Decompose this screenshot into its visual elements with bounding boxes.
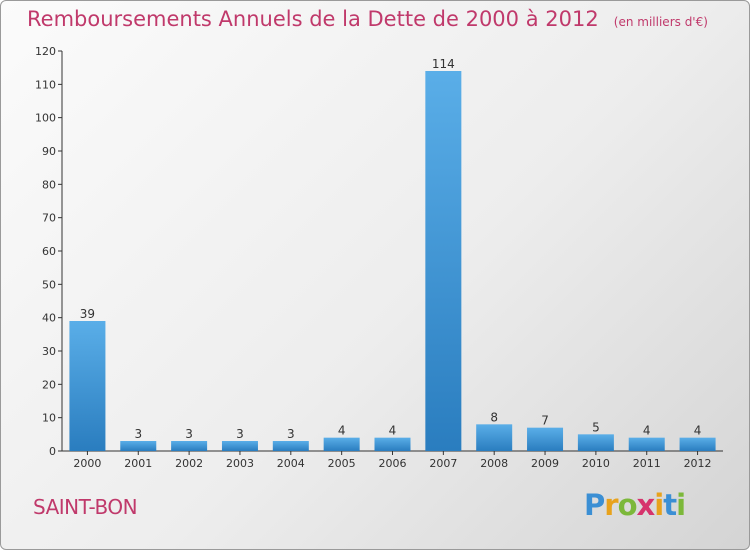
- y-tick-label: 20: [42, 378, 56, 391]
- bar-2006: [374, 437, 411, 451]
- y-tick-label: 50: [42, 278, 56, 291]
- x-tick-label: 2012: [684, 457, 712, 470]
- y-tick-label: 70: [42, 212, 56, 225]
- logo-letter: i: [676, 488, 686, 522]
- x-tick-label: 2007: [429, 457, 457, 470]
- unit-note: (en milliers d'€): [613, 15, 708, 29]
- x-tick-label: 2001: [124, 457, 152, 470]
- value-label: 4: [694, 424, 702, 438]
- value-label: 3: [134, 427, 142, 441]
- value-label: 114: [432, 57, 455, 71]
- y-tick-label: 80: [42, 178, 56, 191]
- x-tick-label: 2002: [175, 457, 203, 470]
- y-tick-label: 10: [42, 412, 56, 425]
- value-label: 4: [643, 424, 651, 438]
- x-tick-label: 2008: [480, 457, 508, 470]
- value-label: 39: [80, 307, 95, 321]
- y-tick-label: 40: [42, 312, 56, 325]
- bars: [69, 71, 716, 451]
- bar-2011: [628, 437, 665, 451]
- bar-2008: [476, 424, 513, 451]
- value-label: 5: [592, 420, 600, 434]
- logo-letter: x: [636, 488, 656, 522]
- logo-letter: o: [617, 488, 638, 522]
- logo-letter: r: [604, 488, 618, 522]
- value-label: 3: [185, 427, 193, 441]
- proxiti-logo: Proxiti: [584, 488, 686, 522]
- value-label: 4: [338, 424, 346, 438]
- y-tick-label: 30: [42, 345, 56, 358]
- y-tick-label: 110: [35, 78, 56, 91]
- x-tick-label: 2004: [277, 457, 305, 470]
- x-tick-label: 2006: [379, 457, 407, 470]
- x-tick-label: 2010: [582, 457, 610, 470]
- bar-2007: [425, 71, 462, 451]
- value-labels: 39 3 3 3 3 4 4 114 8 7 5 4 4: [80, 57, 702, 441]
- bar-2012: [679, 437, 716, 451]
- y-tick-label: 60: [42, 245, 56, 258]
- y-tick-label: 90: [42, 145, 56, 158]
- y-tick-label: 0: [49, 445, 56, 458]
- x-tick-label: 2005: [328, 457, 356, 470]
- bar-2001: [120, 441, 157, 451]
- logo-letter: P: [584, 488, 605, 522]
- bar-2003: [221, 441, 258, 451]
- title-row: Remboursements Annuels de la Dette de 20…: [27, 7, 708, 31]
- logo-letter: t: [663, 488, 677, 522]
- y-tick-label: 100: [35, 112, 56, 125]
- x-tick-label: 2009: [531, 457, 559, 470]
- value-label: 7: [541, 414, 549, 428]
- x-tick-label: 2003: [226, 457, 254, 470]
- value-label: 3: [287, 427, 295, 441]
- chart-title: Remboursements Annuels de la Dette de 20…: [27, 7, 599, 31]
- value-label: 3: [236, 427, 244, 441]
- logo-letter: i: [654, 488, 664, 522]
- bar-2000: [69, 321, 106, 451]
- value-label: 4: [389, 424, 397, 438]
- y-tick-label: 120: [35, 45, 56, 58]
- bar-2009: [527, 427, 564, 451]
- value-label: 8: [490, 410, 498, 424]
- axes: 0 10 20 30 40 50 60 70 80 90 100 110 120 2000 2001 2002…: [35, 45, 723, 470]
- bar-2005: [323, 437, 360, 451]
- bar-2002: [171, 441, 208, 451]
- bar-2004: [272, 441, 309, 451]
- x-tick-label: 2000: [73, 457, 101, 470]
- x-tick-label: 2011: [633, 457, 661, 470]
- bar-2010: [577, 434, 614, 451]
- commune-name: SAINT-BON: [33, 495, 138, 519]
